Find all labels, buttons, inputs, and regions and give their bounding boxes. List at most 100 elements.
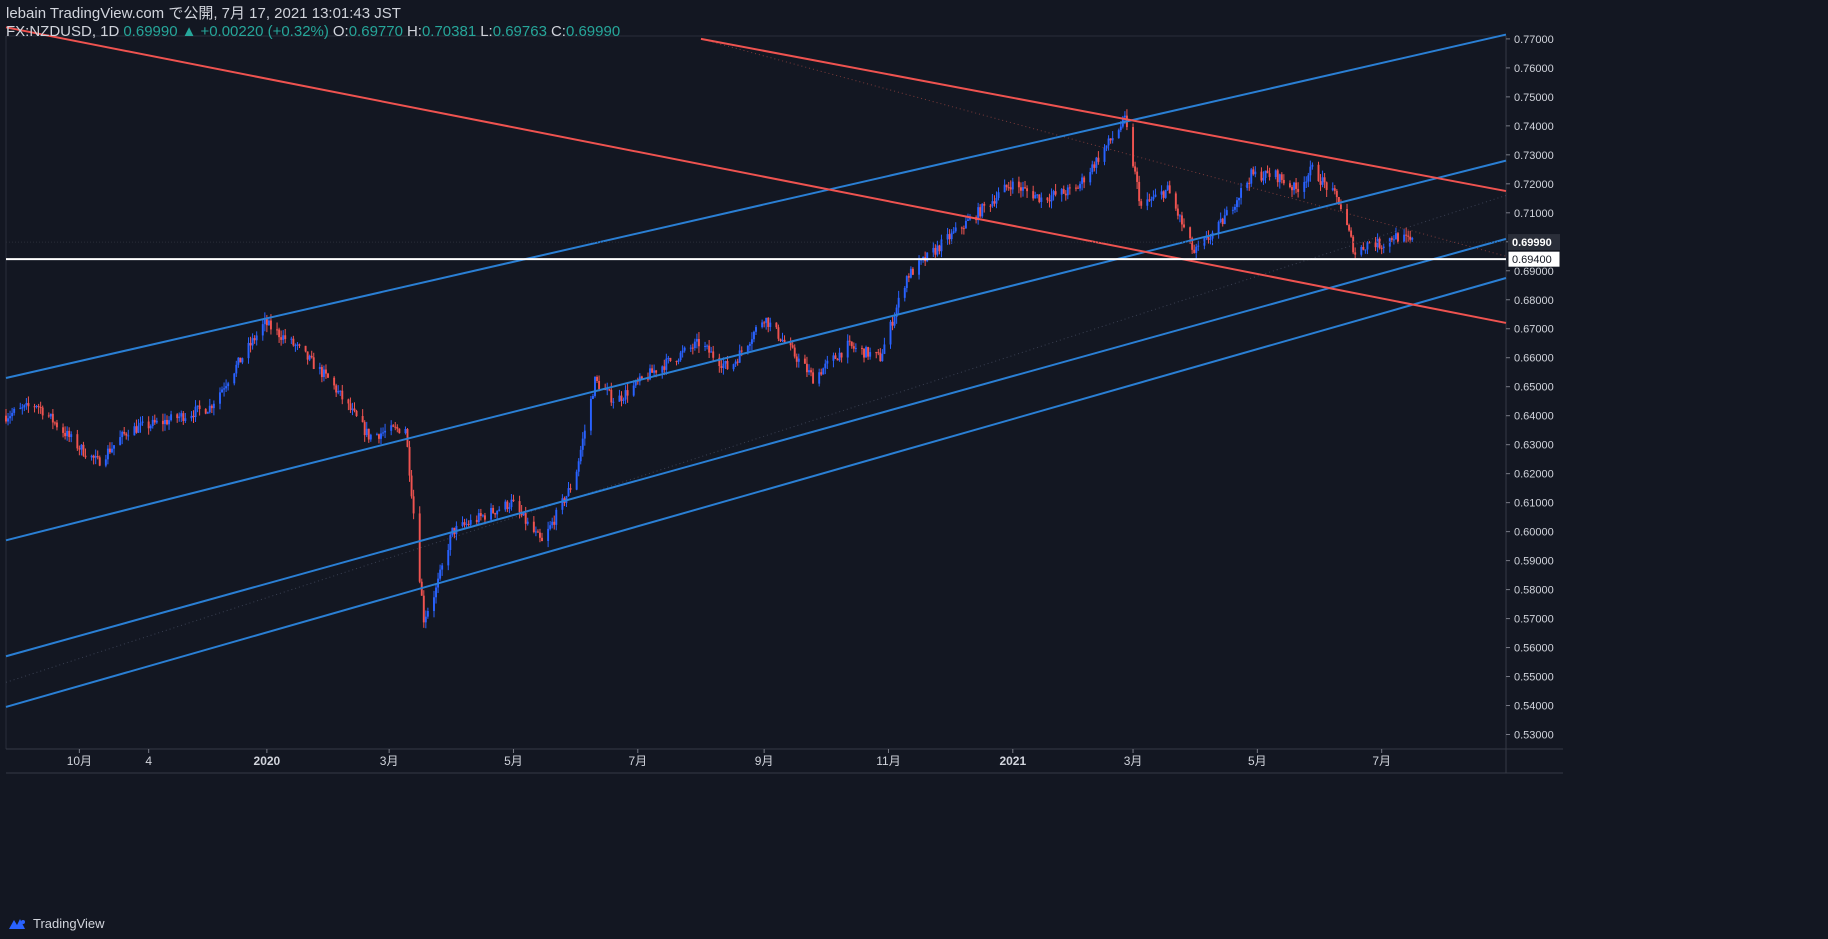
candle-body <box>184 418 187 421</box>
candle-body <box>367 428 370 440</box>
candle-body <box>791 345 794 348</box>
candle-body <box>993 201 996 204</box>
candle-body <box>1280 174 1283 180</box>
candle-body <box>797 358 800 362</box>
candle-body <box>893 316 896 326</box>
candle-body <box>280 337 283 340</box>
tradingview-brand[interactable]: TradingView <box>33 916 105 931</box>
candle-body <box>47 415 50 417</box>
candle-body <box>475 519 478 523</box>
x-tick-label: 10月 <box>67 754 92 768</box>
y-tick-label: 0.68000 <box>1514 295 1554 307</box>
candle-body <box>1066 187 1069 196</box>
candle-body <box>838 352 841 361</box>
candle-body <box>1005 184 1008 188</box>
candle-body <box>649 368 651 380</box>
candle-body <box>1117 130 1120 139</box>
candle-body <box>932 247 935 253</box>
candle-body <box>909 268 912 278</box>
candle-body <box>1132 127 1135 167</box>
candle-body <box>750 339 753 344</box>
x-tick-label: 5月 <box>1248 754 1267 768</box>
ohlc-row: FX:NZDUSD, 1D 0.69990 ▲ +0.00220 (+0.32%… <box>6 23 620 41</box>
candle-body <box>1189 227 1192 239</box>
candle-body <box>946 234 949 240</box>
symbol-label[interactable]: FX:NZDUSD, 1D <box>6 23 120 40</box>
candle-body <box>950 232 953 240</box>
candle-body <box>581 438 584 450</box>
candle-body <box>94 455 97 458</box>
candle-body <box>296 344 299 346</box>
candle-body <box>1003 184 1006 193</box>
candle-body <box>1150 199 1153 201</box>
candle-body <box>736 361 739 363</box>
candle-body <box>940 239 943 252</box>
open-label: O: <box>332 23 349 40</box>
candle-body <box>210 405 213 409</box>
candle-body <box>9 416 12 419</box>
candle-body <box>846 340 849 358</box>
candle-body <box>669 357 672 362</box>
candle-body <box>261 324 264 336</box>
y-tick-label: 0.74000 <box>1514 121 1554 133</box>
candle-body <box>534 531 537 533</box>
candle-body <box>567 488 570 497</box>
candle-body <box>663 366 666 370</box>
candle-body <box>834 355 837 359</box>
candle-body <box>608 389 611 391</box>
chart-header: lebain TradingView.com で公開, 7月 17, 2021 … <box>6 5 620 41</box>
candle-body <box>1034 195 1037 199</box>
candle-body <box>710 351 713 353</box>
candle-body <box>1140 201 1143 206</box>
candle-body <box>422 595 425 623</box>
candle-body <box>41 407 44 416</box>
candle-body <box>704 345 707 347</box>
candle-body <box>369 434 372 440</box>
candle-body <box>310 355 313 358</box>
candle-body <box>398 428 401 434</box>
candle-body <box>1195 246 1198 253</box>
candle-body <box>995 197 998 204</box>
candle-body <box>82 444 85 456</box>
candle-body <box>1209 238 1212 240</box>
candle-body <box>746 345 749 352</box>
candle-body <box>775 322 778 328</box>
candle-body <box>92 455 95 458</box>
candle-body <box>206 412 209 414</box>
last-price: 0.69990 <box>123 23 178 40</box>
candle-body <box>322 369 325 378</box>
candle-body <box>1068 187 1071 189</box>
candle-body <box>769 322 772 328</box>
candle-body <box>960 227 963 229</box>
candle-body <box>504 501 507 510</box>
candle-body <box>895 307 898 317</box>
candle-body <box>612 401 615 403</box>
candle-body <box>308 355 311 360</box>
candle-body <box>237 357 240 365</box>
candle-body <box>781 339 784 341</box>
candle-body <box>1362 246 1365 250</box>
candle-body <box>1019 187 1022 191</box>
candle-body <box>977 207 980 221</box>
candle-body <box>1136 171 1139 182</box>
candle-body <box>1405 234 1408 236</box>
candle-body <box>667 357 670 359</box>
candle-body <box>512 499 515 502</box>
candle-body <box>1174 193 1177 209</box>
candle-body <box>333 377 336 386</box>
candle-body <box>1240 188 1243 198</box>
candle-body <box>1339 204 1342 209</box>
candle-body <box>665 358 668 370</box>
channel-trendline <box>5 33 1507 379</box>
candle-body <box>875 352 878 354</box>
candle-body <box>439 569 442 579</box>
candle-body <box>1022 187 1024 191</box>
candle-body <box>938 245 941 252</box>
candle-body <box>1081 177 1084 184</box>
candle-body <box>1282 179 1285 184</box>
candle-body <box>267 320 270 326</box>
candle-body <box>964 220 967 229</box>
hline-price-label: 0.69400 <box>1512 254 1552 266</box>
candle-body <box>290 338 293 340</box>
